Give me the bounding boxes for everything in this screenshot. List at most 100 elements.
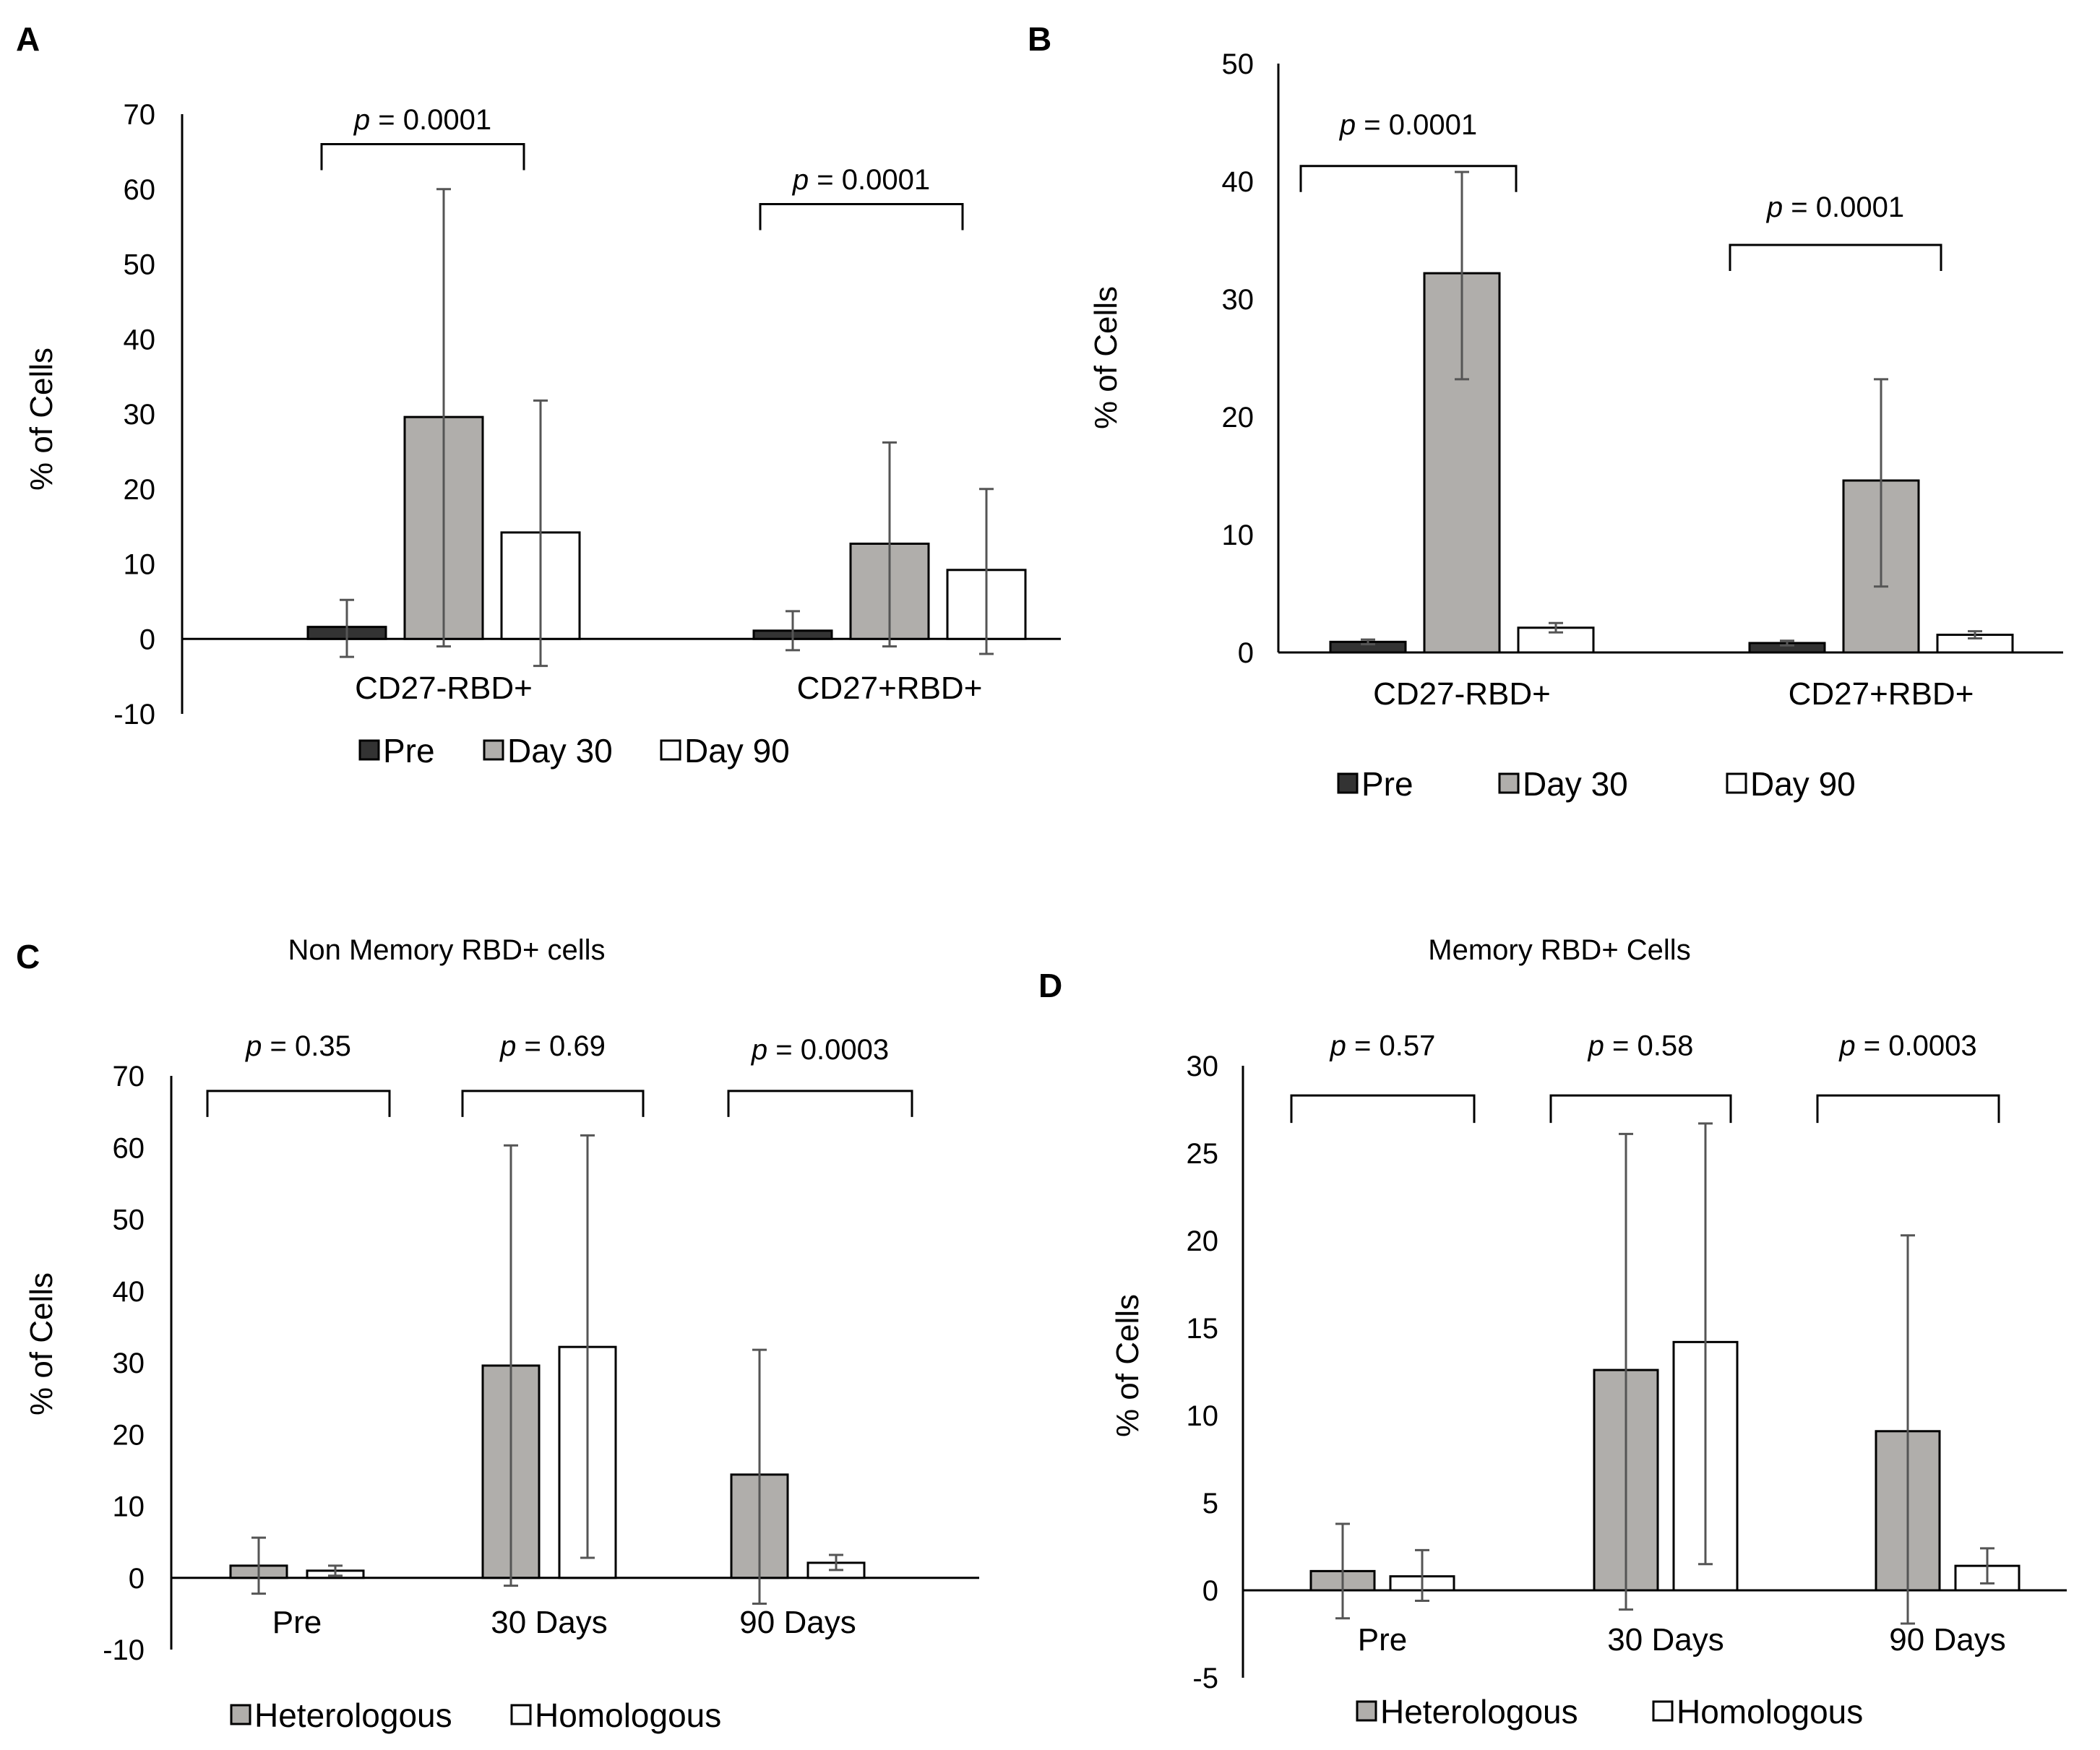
y-axis-label: % of Cells bbox=[24, 348, 59, 491]
legend-item-homologous: Homologous bbox=[1652, 1693, 1863, 1730]
chart-panel-a: % of Cells -10 0 10 20 30 40 50 60 70 CD27-RBD+ CD2… bbox=[24, 99, 1061, 770]
y-axis-label: % of Cells bbox=[1110, 1294, 1145, 1437]
legend-swatch bbox=[358, 739, 380, 761]
p-symbol: p bbox=[792, 164, 809, 196]
error-bar-day-30-cd27-rbd bbox=[1874, 378, 1888, 588]
panel-letter-d: D bbox=[1038, 967, 1062, 1004]
error-bar-day-30-cd27-rbd bbox=[882, 441, 897, 648]
p-value-annotation-2: p = 0.69 bbox=[461, 1030, 645, 1117]
significance-bracket bbox=[461, 1090, 645, 1117]
error-bar-heterologous-90-days bbox=[1901, 1234, 1915, 1625]
panel-letter-a: A bbox=[16, 20, 40, 58]
p-value-text: = 0.0003 bbox=[767, 1034, 889, 1066]
legend-swatch bbox=[483, 739, 504, 761]
error-bar-heterologous-30-days bbox=[1619, 1132, 1633, 1611]
significance-bracket bbox=[1816, 1094, 2000, 1124]
legend-label: Day 30 bbox=[507, 732, 613, 770]
y-tick-label: 10 bbox=[124, 549, 156, 581]
legend-label: Day 30 bbox=[1523, 765, 1628, 803]
y-tick-label: 25 bbox=[1187, 1138, 1219, 1170]
error-bar-day-90-cd27-rbd bbox=[533, 399, 548, 668]
p-value-label: p = 0.0001 bbox=[353, 104, 491, 136]
legend-swatch bbox=[230, 1704, 251, 1725]
error-bar-day-90-cd27-rbd bbox=[1549, 621, 1563, 634]
p-symbol: p bbox=[1838, 1030, 1855, 1061]
y-tick-label: 10 bbox=[1187, 1400, 1219, 1432]
legend-label: Heterologous bbox=[254, 1697, 452, 1734]
legend-swatch bbox=[1726, 772, 1747, 794]
legend-label: Homologous bbox=[535, 1697, 721, 1734]
category-label-30-days: 30 Days bbox=[491, 1605, 607, 1640]
p-value-label: p = 0.0001 bbox=[1339, 109, 1477, 141]
p-value-annotation-1: p = 0.35 bbox=[206, 1030, 391, 1117]
p-value-annotation-3: p = 0.0003 bbox=[1816, 1030, 2000, 1124]
category-label-cd27-rbd: CD27-RBD+ bbox=[355, 671, 533, 706]
p-value-annotation-1: p = 0.57 bbox=[1290, 1030, 1476, 1124]
error-bar-homologous-30-days bbox=[580, 1134, 595, 1559]
chart-panel-c: Non Memory RBD+ cells % of Cells -10 0 10 20 3… bbox=[24, 934, 979, 1734]
error-bar-pre-cd27-rbd bbox=[786, 610, 800, 652]
error-bar-day-30-cd27-rbd bbox=[436, 188, 451, 648]
panel-letter-c: C bbox=[16, 938, 40, 975]
p-value-label: p = 0.0003 bbox=[1838, 1030, 1976, 1061]
legend-item-day-90: Day 90 bbox=[660, 732, 790, 770]
category-label-pre: Pre bbox=[272, 1605, 322, 1640]
error-bar-heterologous-pre bbox=[1335, 1522, 1350, 1620]
p-value-annotation-2: p = 0.0001 bbox=[1729, 191, 1942, 272]
p-value-text: = 0.69 bbox=[516, 1030, 605, 1062]
legend-item-day-30: Day 30 bbox=[1498, 765, 1628, 803]
category-label-cd27-rbd: CD27+RBD+ bbox=[1789, 676, 1974, 712]
error-bar-heterologous-90-days bbox=[752, 1348, 767, 1605]
y-tick-label: 15 bbox=[1187, 1313, 1219, 1345]
y-tick-label: 50 bbox=[1222, 48, 1255, 80]
y-tick-label: 70 bbox=[113, 1061, 145, 1092]
y-tick-label: -10 bbox=[113, 699, 155, 730]
y-tick-label: 20 bbox=[113, 1419, 145, 1451]
p-symbol: p bbox=[499, 1030, 516, 1062]
p-value-label: p = 0.35 bbox=[245, 1030, 351, 1062]
y-axis-label: % of Cells bbox=[24, 1272, 59, 1415]
chart-title: Non Memory RBD+ cells bbox=[288, 934, 605, 966]
p-value-text: = 0.0001 bbox=[370, 104, 491, 136]
y-tick-label: 10 bbox=[1222, 520, 1255, 551]
category-label-30-days: 30 Days bbox=[1607, 1622, 1724, 1658]
y-tick-label: 0 bbox=[1202, 1575, 1218, 1607]
error-bar-day-90-cd27-rbd bbox=[979, 488, 994, 655]
p-value-text: = 0.0001 bbox=[1783, 191, 1904, 223]
p-value-annotation-3: p = 0.0003 bbox=[727, 1034, 913, 1117]
y-tick-label: 50 bbox=[113, 1204, 145, 1236]
error-bar-homologous-pre bbox=[1415, 1548, 1429, 1603]
significance-bracket bbox=[759, 203, 964, 230]
legend-item-pre: Pre bbox=[1337, 765, 1413, 803]
p-value-label: p = 0.0001 bbox=[792, 164, 930, 196]
legend-swatch bbox=[510, 1704, 532, 1725]
p-value-text: = 0.35 bbox=[262, 1030, 350, 1062]
legend-label: Day 90 bbox=[1750, 765, 1856, 803]
significance-bracket bbox=[1729, 243, 1942, 272]
y-tick-label: 20 bbox=[1222, 402, 1255, 434]
y-tick-label: 60 bbox=[113, 1132, 145, 1164]
legend-item-homologous: Homologous bbox=[510, 1697, 721, 1734]
y-tick-label: 0 bbox=[139, 624, 155, 655]
error-bar-homologous-30-days bbox=[1698, 1122, 1713, 1566]
p-value-text: = 0.0003 bbox=[1856, 1030, 1977, 1061]
p-value-label: p = 0.57 bbox=[1330, 1030, 1436, 1061]
p-symbol: p bbox=[1766, 191, 1783, 223]
legend-swatch bbox=[1652, 1700, 1674, 1722]
y-tick-label: 50 bbox=[124, 249, 156, 281]
p-value-label: p = 0.0001 bbox=[1766, 191, 1904, 223]
y-tick-label: 40 bbox=[113, 1276, 145, 1308]
p-value-text: = 0.58 bbox=[1604, 1030, 1693, 1061]
p-value-annotation-1: p = 0.0001 bbox=[320, 104, 525, 171]
legend-item-day-90: Day 90 bbox=[1726, 765, 1856, 803]
legend-swatch bbox=[1337, 772, 1359, 794]
legend-item-day-30: Day 30 bbox=[483, 732, 613, 770]
p-symbol: p bbox=[751, 1034, 767, 1066]
error-bar-pre-cd27-rbd bbox=[1780, 639, 1794, 647]
legend-swatch bbox=[1498, 772, 1520, 794]
y-tick-label: -10 bbox=[103, 1634, 145, 1666]
p-value-annotation-1: p = 0.0001 bbox=[1299, 109, 1518, 192]
chart-title: Memory RBD+ Cells bbox=[1428, 934, 1690, 966]
legend-label: Pre bbox=[383, 732, 435, 770]
